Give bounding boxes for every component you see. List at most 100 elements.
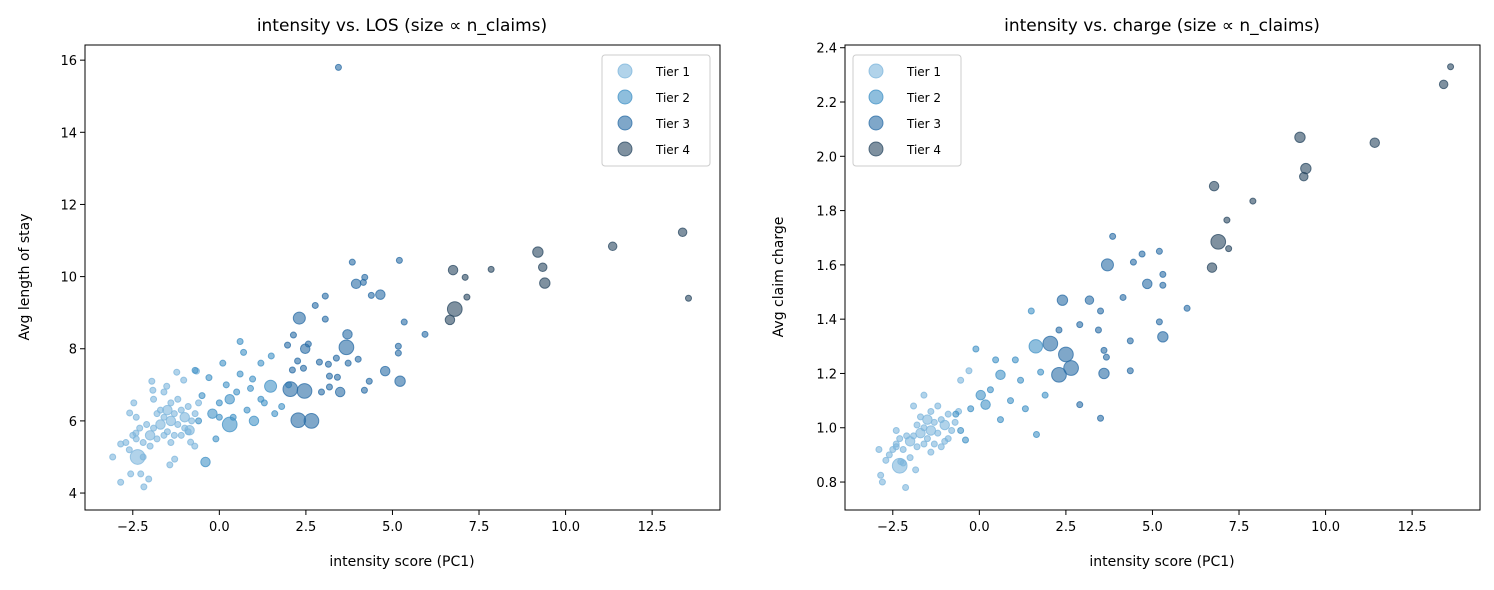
point-tier-3 [282, 381, 299, 397]
point-tier-1 [957, 376, 965, 384]
point-tier-3 [299, 343, 311, 354]
point-tier-2 [236, 338, 244, 346]
point-tier-3 [1055, 326, 1063, 334]
point-tier-3 [332, 354, 340, 362]
point-tier-4 [444, 314, 456, 326]
x-tick-label: −2.5 [117, 520, 149, 535]
point-tier-1 [923, 435, 931, 443]
axes-frame [844, 44, 1481, 511]
y-tick-label: 1.4 [816, 313, 837, 328]
point-tier-1 [937, 443, 945, 451]
point-tier-3 [296, 383, 313, 399]
point-tier-3 [1063, 360, 1079, 376]
data-points [109, 63, 692, 491]
point-tier-1 [170, 410, 178, 418]
point-tier-1 [920, 440, 928, 448]
point-tier-2 [1007, 397, 1015, 405]
x-tick-label: 10.0 [1311, 520, 1340, 535]
point-tier-4 [532, 246, 544, 258]
legend-marker-icon [868, 115, 884, 131]
point-tier-2 [195, 417, 203, 425]
point-tier-3 [334, 386, 346, 398]
point-tier-1 [117, 478, 125, 486]
point-tier-2 [205, 374, 213, 382]
point-tier-3 [321, 292, 329, 300]
point-tier-1 [167, 439, 175, 447]
point-tier-1 [906, 454, 914, 462]
point-tier-3 [360, 386, 368, 394]
point-tier-1 [155, 419, 166, 430]
point-tier-3 [1142, 278, 1153, 290]
point-tier-3 [321, 315, 329, 323]
point-tier-1 [127, 470, 135, 478]
point-tier-3 [292, 311, 306, 325]
point-tier-3 [1100, 346, 1108, 354]
point-tier-2 [995, 369, 1006, 381]
point-tier-2 [207, 408, 218, 419]
point-tier-4 [1206, 262, 1218, 273]
point-tier-1 [177, 431, 185, 439]
legend-marker-icon [868, 63, 884, 79]
point-tier-3 [375, 289, 386, 300]
point-tier-2 [243, 406, 251, 414]
point-tier-3 [350, 278, 362, 290]
y-tick-label: 1.2 [816, 367, 837, 382]
point-tier-1 [927, 407, 935, 415]
legend-label: Tier 3 [906, 117, 941, 131]
y-axis-label: Avg length of stay [17, 213, 33, 340]
point-tier-3 [294, 357, 302, 365]
point-tier-2 [224, 394, 235, 405]
point-tier-2 [267, 352, 275, 360]
point-tier-3 [284, 341, 292, 349]
point-tier-1 [129, 449, 146, 465]
y-tick-label: 0.8 [816, 476, 837, 491]
point-tier-2 [1017, 376, 1025, 384]
point-tier-3 [299, 364, 307, 372]
point-tier-1 [180, 376, 188, 384]
point-tier-1 [882, 456, 890, 464]
point-tier-3 [1097, 414, 1105, 422]
point-tier-1 [891, 457, 908, 474]
point-tier-2 [219, 359, 227, 367]
point-tier-3 [1056, 294, 1069, 306]
point-tier-4 [537, 262, 548, 272]
point-tier-1 [143, 421, 151, 429]
point-tier-1 [892, 440, 900, 448]
point-tier-3 [394, 349, 402, 357]
y-tick-label: 1.0 [816, 422, 837, 437]
y-tick-label: 2.4 [816, 42, 837, 57]
point-tier-2 [198, 392, 206, 400]
point-tier-2 [1027, 307, 1035, 315]
legend-label: Tier 2 [906, 91, 941, 105]
point-tier-3 [317, 388, 325, 396]
y-tick-label: 12 [60, 198, 77, 213]
point-tier-1 [944, 435, 952, 443]
point-tier-3 [1098, 367, 1110, 380]
point-tier-3 [1058, 346, 1074, 363]
point-tier-1 [191, 442, 199, 450]
point-tier-1 [934, 402, 942, 410]
point-tier-2 [248, 415, 260, 427]
legend-label: Tier 4 [655, 143, 690, 157]
point-tier-1 [163, 382, 171, 390]
point-tier-3 [394, 342, 402, 350]
point-tier-1 [912, 466, 920, 474]
point-tier-1 [132, 429, 140, 437]
point-tier-1 [877, 471, 885, 479]
point-tier-1 [125, 446, 133, 454]
point-tier-1 [137, 470, 145, 478]
point-tier-1 [177, 406, 185, 414]
point-tier-3 [311, 301, 319, 309]
point-tier-2 [1041, 391, 1049, 399]
point-tier-3 [1126, 367, 1134, 375]
point-tier-3 [1051, 366, 1067, 383]
point-tier-1 [166, 461, 174, 469]
point-tier-1 [965, 367, 973, 375]
point-tier-1 [132, 413, 140, 421]
point-tier-1 [139, 439, 147, 447]
point-tier-1 [117, 440, 125, 448]
point-tier-3 [303, 413, 320, 429]
legend-marker-icon [868, 89, 884, 105]
point-tier-2 [1011, 356, 1019, 364]
y-tick-label: 1.6 [816, 259, 837, 274]
